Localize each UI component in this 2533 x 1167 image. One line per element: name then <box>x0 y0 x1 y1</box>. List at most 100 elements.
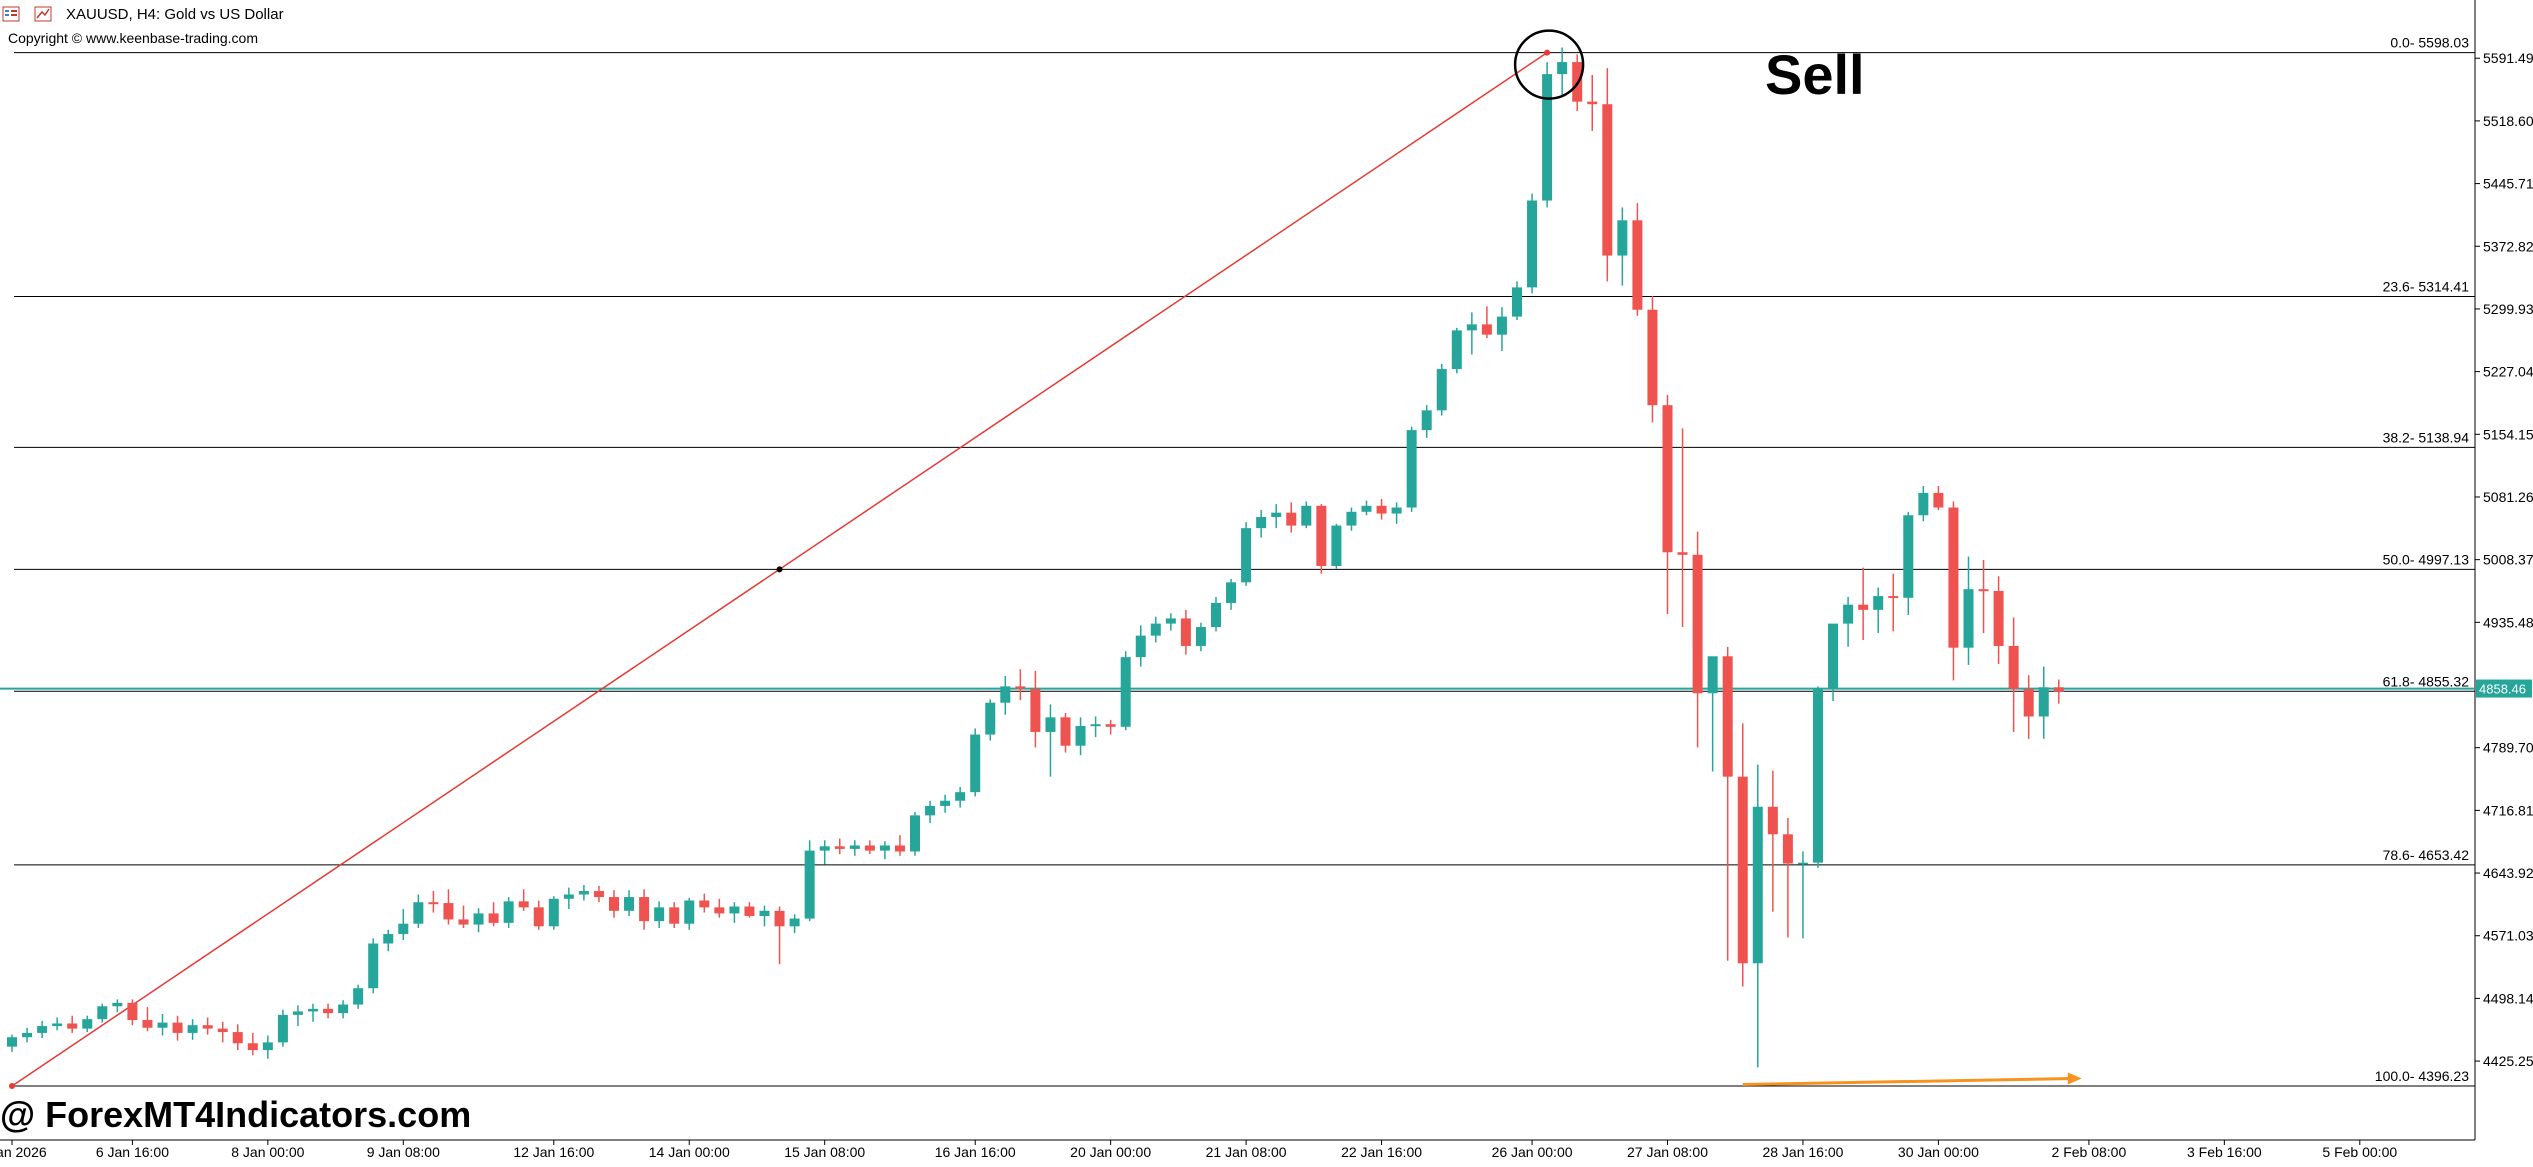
bearish-candle[interactable] <box>894 845 905 852</box>
bullish-candle[interactable] <box>1075 725 1086 746</box>
bullish-candle[interactable] <box>804 850 815 919</box>
bearish-candle[interactable] <box>1316 505 1327 566</box>
bearish-candle[interactable] <box>142 1020 153 1028</box>
bullish-candle[interactable] <box>1120 657 1131 727</box>
bullish-candle[interactable] <box>1436 369 1447 411</box>
bullish-candle[interactable] <box>1421 410 1432 431</box>
bullish-candle[interactable] <box>1542 74 1553 201</box>
bullish-candle[interactable] <box>1527 200 1538 288</box>
bullish-candle[interactable] <box>1391 507 1402 514</box>
bullish-candle[interactable] <box>1752 806 1763 964</box>
bearish-candle[interactable] <box>699 900 710 908</box>
bearish-candle[interactable] <box>202 1025 213 1029</box>
bearish-candle[interactable] <box>1737 776 1748 964</box>
bullish-candle[interactable] <box>157 1022 168 1028</box>
bullish-candle[interactable] <box>1090 724 1101 727</box>
bullish-candle[interactable] <box>187 1025 198 1033</box>
bullish-candle[interactable] <box>970 734 981 793</box>
bullish-candle[interactable] <box>2038 687 2049 717</box>
bullish-candle[interactable] <box>1406 430 1417 508</box>
bearish-candle[interactable] <box>67 1023 78 1029</box>
bullish-candle[interactable] <box>398 923 409 935</box>
bearish-candle[interactable] <box>609 897 619 911</box>
bullish-candle[interactable] <box>338 1004 349 1014</box>
bullish-candle[interactable] <box>1496 316 1507 335</box>
bullish-candle[interactable] <box>1241 528 1252 583</box>
bearish-candle[interactable] <box>1858 604 1869 610</box>
bullish-candle[interactable] <box>729 906 740 914</box>
bearish-candle[interactable] <box>669 907 680 924</box>
bullish-candle[interactable] <box>1150 623 1161 636</box>
bullish-candle[interactable] <box>1707 656 1718 694</box>
chart-window-icon[interactable] <box>2 6 20 22</box>
bearish-candle[interactable] <box>127 1002 138 1021</box>
bearish-candle[interactable] <box>488 913 499 923</box>
bullish-candle[interactable] <box>1271 512 1282 517</box>
bullish-candle[interactable] <box>1873 596 1884 610</box>
bearish-candle[interactable] <box>2008 645 2019 689</box>
bullish-candle[interactable] <box>1211 602 1221 628</box>
bearish-candle[interactable] <box>2023 688 2034 717</box>
bearish-candle[interactable] <box>744 906 755 916</box>
trend-anchor-mid[interactable] <box>776 566 783 573</box>
bullish-candle[interactable] <box>789 918 800 927</box>
bearish-candle[interactable] <box>864 845 875 851</box>
bearish-candle[interactable] <box>1105 724 1116 727</box>
bearish-candle[interactable] <box>639 897 650 922</box>
bearish-candle[interactable] <box>1015 686 1026 689</box>
bullish-candle[interactable] <box>578 891 589 895</box>
bullish-candle[interactable] <box>22 1032 33 1038</box>
bullish-candle[interactable] <box>1813 688 1823 863</box>
bearish-candle[interactable] <box>1030 688 1041 732</box>
target-arrow[interactable] <box>1742 1077 2074 1087</box>
bullish-candle[interactable] <box>1828 623 1839 689</box>
bearish-candle[interactable] <box>1602 104 1613 256</box>
bullish-candle[interactable] <box>1195 627 1206 646</box>
bearish-candle[interactable] <box>518 901 529 908</box>
bullish-candle[interactable] <box>1843 604 1854 624</box>
bullish-candle[interactable] <box>277 1014 288 1043</box>
bullish-candle[interactable] <box>1557 62 1568 75</box>
bullish-candle[interactable] <box>1797 862 1808 865</box>
bullish-candle[interactable] <box>1256 516 1267 529</box>
indicator-window-icon[interactable] <box>34 6 52 22</box>
bearish-candle[interactable] <box>714 907 725 914</box>
bearish-candle[interactable] <box>774 910 785 927</box>
bullish-candle[interactable] <box>1301 505 1312 526</box>
bullish-candle[interactable] <box>1045 717 1056 732</box>
bearish-candle[interactable] <box>1767 806 1778 835</box>
bearish-candle[interactable] <box>1286 512 1297 526</box>
bullish-candle[interactable] <box>1903 515 1914 598</box>
bearish-candle[interactable] <box>2053 687 2064 692</box>
bearish-candle[interactable] <box>428 902 439 905</box>
bullish-candle[interactable] <box>624 897 635 911</box>
bearish-candle[interactable] <box>323 1008 334 1014</box>
bearish-candle[interactable] <box>533 907 544 927</box>
bullish-candle[interactable] <box>654 907 665 922</box>
trend-anchor-start[interactable] <box>9 1083 15 1090</box>
bullish-candle[interactable] <box>955 792 966 801</box>
bearish-candle[interactable] <box>1948 507 1959 648</box>
bearish-candle[interactable] <box>1662 405 1673 553</box>
bearish-candle[interactable] <box>1481 324 1492 335</box>
bullish-candle[interactable] <box>97 1006 108 1020</box>
bearish-candle[interactable] <box>1993 590 2004 646</box>
bullish-candle[interactable] <box>1451 330 1462 370</box>
bearish-candle[interactable] <box>247 1043 258 1051</box>
bearish-candle[interactable] <box>1722 656 1733 777</box>
bearish-candle[interactable] <box>1677 552 1688 555</box>
bullish-candle[interactable] <box>1466 324 1477 331</box>
bullish-candle[interactable] <box>262 1042 273 1051</box>
bullish-candle[interactable] <box>52 1023 63 1027</box>
bullish-candle[interactable] <box>819 846 830 851</box>
bullish-candle[interactable] <box>940 800 951 806</box>
bullish-candle[interactable] <box>849 845 860 849</box>
bearish-candle[interactable] <box>1060 717 1071 746</box>
trend-anchor-end[interactable] <box>1544 49 1551 56</box>
bullish-candle[interactable] <box>1331 525 1342 566</box>
bullish-candle[interactable] <box>383 934 394 944</box>
bullish-candle[interactable] <box>548 898 559 927</box>
bearish-candle[interactable] <box>1587 101 1598 105</box>
